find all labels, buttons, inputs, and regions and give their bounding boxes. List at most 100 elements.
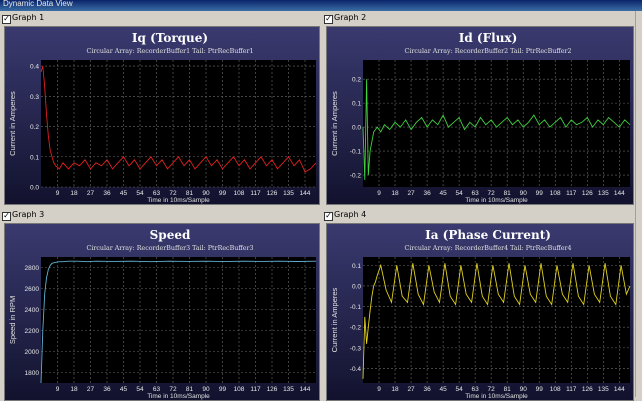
chart-3-ytick-label: 2600 [25, 286, 40, 293]
chart-3-ylabel: Speed in RPM [8, 296, 17, 344]
chart-2-ytick-label: -0.2 [350, 173, 362, 180]
chart-1-series-line [40, 65, 317, 173]
graph-panel-2: ✓ Graph 2 Id (Flux) Circular Array: Recor… [322, 13, 642, 205]
chart-3-series-line [40, 260, 317, 384]
chart-2-xtick-label: 117 [566, 190, 577, 197]
chart-1-xtick-label: 126 [267, 190, 278, 197]
chart-4-xtick-label: 72 [488, 386, 496, 393]
chart-2-title: Id (Flux) [459, 31, 518, 45]
chart-1-xtick-label: 45 [120, 190, 128, 197]
chart-1-xtick-label: 144 [300, 190, 311, 197]
graph-panel-1: ✓ Graph 1 Iq (Torque) Circular Array: Rec… [0, 13, 321, 205]
chart-1-xtick-label: 72 [169, 190, 177, 197]
chart-2-xtick-label: 45 [439, 190, 447, 197]
chart-1-ytick-label: 0.4 [30, 64, 39, 71]
chart-4-xtick-label: 117 [566, 386, 577, 393]
graph-1-label: Graph 1 [12, 13, 45, 22]
graph-4-chart: Ia (Phase Current) Circular Array: Record… [327, 224, 633, 400]
graph-1-chart: Iq (Torque) Circular Array: RecorderBuffe… [5, 27, 319, 204]
chart-2-ylabel: Current in Amperes [330, 91, 339, 156]
chart-4-plot-area [363, 257, 630, 383]
chart-2-subtitle: Circular Array: RecorderBuffer2 Tail: Pt… [405, 48, 572, 55]
chart-4-xtick-label: 90 [520, 386, 528, 393]
chart-3-xtick-label: 90 [202, 386, 210, 393]
chart-3-ytick-label: 2800 [25, 265, 40, 272]
graph-2-checkbox[interactable]: ✓ [324, 14, 333, 24]
chart-1-xtick-label: 90 [202, 190, 210, 197]
graph-3-label: Graph 3 [12, 210, 45, 219]
chart-3-xtick-label: 108 [234, 386, 245, 393]
chart-3-xtick-label: 117 [250, 386, 261, 393]
window-title: Dynamic Data View [3, 0, 73, 8]
chart-2-xtick-label: 54 [456, 190, 464, 197]
chart-1-xtick-label: 108 [234, 190, 245, 197]
chart-2-ytick-label: 0.1 [352, 101, 361, 108]
chart-3-ytick-label: 2000 [25, 349, 40, 356]
title-bar: Dynamic Data View [0, 0, 642, 11]
chart-2-xlabel: Time in 10ms/Sample [465, 197, 528, 204]
chart-4-subtitle: Circular Array: RecorderBuffer4 Tail: Pt… [405, 245, 572, 252]
chart-2-xtick-label: 144 [614, 190, 625, 197]
graph-2-label: Graph 2 [334, 13, 367, 22]
chart-1-xtick-label: 18 [70, 190, 78, 197]
chart-1-xtick-label: 99 [219, 190, 227, 197]
graph-1-checkbox[interactable]: ✓ [2, 14, 11, 24]
chart-3-xtick-label: 54 [136, 386, 144, 393]
chart-4-ytick-label: -0.2 [350, 325, 362, 332]
chart-1-xtick-label: 81 [186, 190, 194, 197]
graph-4-frame: Ia (Phase Current) Circular Array: Record… [326, 223, 634, 401]
chart-3-xtick-label: 81 [186, 386, 194, 393]
chart-2-ytick-label: -0.1 [350, 149, 362, 156]
chart-4-xtick-label: 108 [550, 386, 561, 393]
chart-2-xtick-label: 81 [504, 190, 512, 197]
chart-4-ytick-label: -0.1 [350, 304, 362, 311]
graph-panel-4: ✓ Graph 4 Ia (Phase Current) Circular Arr… [322, 210, 642, 401]
chart-3-plot-area [41, 257, 316, 383]
chart-1-xlabel: Time in 10ms/Sample [147, 197, 210, 204]
chart-2-xtick-label: 72 [488, 190, 496, 197]
graph-4-label: Graph 4 [334, 210, 367, 219]
chart-1-plot-area [41, 60, 316, 187]
chart-4-xtick-label: 99 [536, 386, 544, 393]
chart-4-xtick-label: 126 [582, 386, 593, 393]
graph-2-frame: Id (Flux) Circular Array: RecorderBuffer2… [326, 26, 634, 205]
chart-2-ytick-label: 0.2 [352, 77, 361, 84]
chart-2-xtick-label: 99 [536, 190, 544, 197]
chart-1-xtick-label: 63 [153, 190, 161, 197]
chart-1-ytick-label: 0.3 [30, 94, 39, 101]
chart-4-xtick-label: 135 [598, 386, 609, 393]
chart-4-xtick-label: 9 [377, 386, 381, 393]
chart-4-xtick-label: 144 [614, 386, 625, 393]
chart-1-subtitle: Circular Array: RecorderBuffer1 Tail: Pt… [87, 48, 254, 55]
graph-3-frame: Speed Circular Array: RecorderBuffer3 Tai… [4, 223, 320, 401]
chart-2-xtick-label: 90 [520, 190, 528, 197]
chart-2-xtick-label: 135 [598, 190, 609, 197]
chart-1-ytick-label: 0.2 [30, 124, 39, 131]
chart-2-xtick-label: 36 [423, 190, 431, 197]
chart-2-series-line [362, 79, 631, 180]
vertical-scrollbar[interactable] [635, 11, 642, 397]
chart-4-ytick-label: 0.0 [352, 283, 361, 290]
chart-3-ytick-label: 2200 [25, 328, 40, 335]
chart-2-xtick-label: 27 [407, 190, 415, 197]
graph-3-chart: Speed Circular Array: RecorderBuffer3 Tai… [5, 224, 319, 400]
chart-4-title: Ia (Phase Current) [425, 228, 551, 242]
chart-4-ylabel: Current in Amperes [330, 287, 339, 352]
chart-2-xtick-label: 108 [550, 190, 561, 197]
chart-3-ytick-label: 1800 [25, 370, 40, 377]
chart-1-ylabel: Current in Amperes [8, 91, 17, 156]
chart-3-title: Speed [150, 228, 191, 242]
chart-4-xtick-label: 63 [472, 386, 480, 393]
chart-4-series-line [362, 263, 631, 379]
chart-3-xtick-label: 36 [103, 386, 111, 393]
chart-3-subtitle: Circular Array: RecorderBuffer3 Tail: Pt… [87, 245, 254, 252]
chart-3-ytick-label: 2400 [25, 307, 40, 314]
chart-4-ytick-label: -0.4 [350, 366, 362, 373]
chart-2-xtick-label: 63 [472, 190, 480, 197]
graph-4-checkbox[interactable]: ✓ [324, 211, 333, 221]
chart-3-xtick-label: 63 [153, 386, 161, 393]
graph-3-checkbox[interactable]: ✓ [2, 211, 11, 221]
chart-4-xtick-label: 18 [391, 386, 399, 393]
chart-1-xtick-label: 9 [56, 190, 60, 197]
chart-1-title: Iq (Torque) [132, 31, 208, 45]
